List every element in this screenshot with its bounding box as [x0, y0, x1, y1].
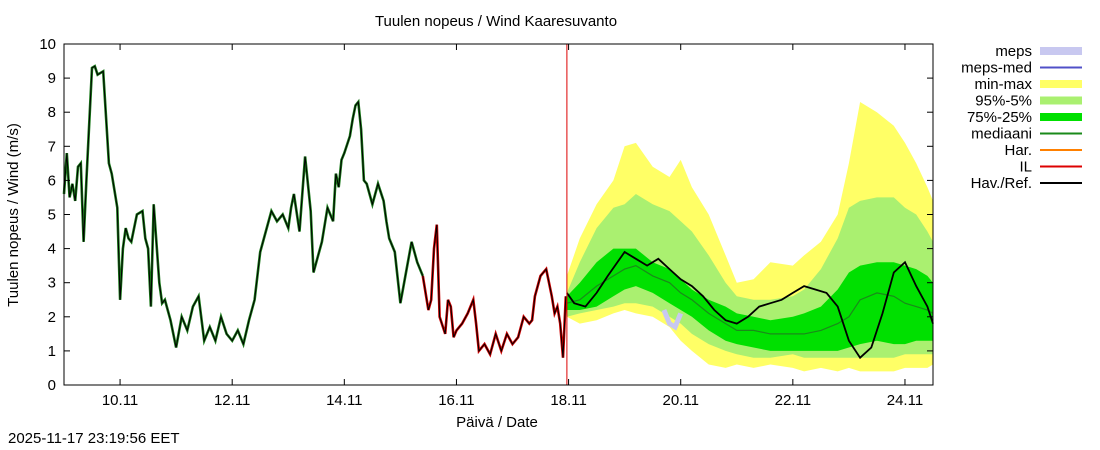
legend-label: IL [1019, 159, 1032, 176]
y-tick-label: 2 [48, 309, 56, 326]
legend-label: meps-med [961, 60, 1032, 77]
y-tick-label: 4 [48, 241, 56, 258]
observed-green-line [62, 64, 425, 349]
x-tick-label: 20.11 [662, 392, 698, 409]
legend-label: meps [995, 43, 1032, 60]
legend-swatch [1040, 96, 1082, 105]
x-tick-label: 14.11 [326, 392, 362, 409]
legend-label: 95%-5% [975, 93, 1032, 110]
axes: 0 1 2 3 4 5 6 7 8 9 10 10.11 12.11 14.11 16.11 18.11 20.… [39, 36, 934, 409]
x-tick-label: 12.11 [214, 392, 250, 409]
y-tick-label: 9 [48, 70, 56, 87]
legend: mepsmeps-medmin-max95%-5%75%-25%mediaani… [961, 43, 1082, 192]
legend-swatch [1040, 113, 1082, 121]
band-75-25 [566, 248, 933, 351]
legend-label: 75%-25% [967, 109, 1032, 126]
series-lines [62, 44, 934, 385]
x-tick-label: 24.11 [887, 392, 923, 409]
observed-green-core [63, 65, 424, 348]
x-tick-label: 22.11 [775, 392, 811, 409]
chart-title: Tuulen nopeus / Wind Kaaresuvanto [375, 13, 617, 30]
legend-label: min-max [974, 76, 1032, 93]
x-tick-label: 16.11 [438, 392, 474, 409]
y-tick-label: 6 [48, 172, 56, 189]
y-tick-label: 3 [48, 275, 56, 292]
y-tick-label: 5 [48, 207, 56, 224]
legend-swatch [1040, 47, 1082, 55]
x-axis-label: Päivä / Date [456, 414, 538, 431]
y-tick-label: 8 [48, 104, 56, 121]
y-tick-label: 1 [48, 343, 56, 360]
x-tick-label: 10.11 [102, 392, 138, 409]
reference-line [566, 250, 934, 360]
legend-label: Har. [1004, 142, 1032, 159]
y-tick-label: 0 [48, 377, 56, 394]
y-axis-label: Tuulen nopeus / Wind (m/s) [5, 123, 22, 307]
legend-label: mediaani [971, 126, 1032, 143]
x-tick-label: 18.11 [550, 392, 586, 409]
timestamp-footer: 2025-11-17 23:19:56 EET [8, 430, 180, 447]
legend-label: Hav./Ref. [971, 175, 1032, 192]
y-tick-label: 10 [39, 36, 56, 53]
observed-red-core [422, 224, 567, 358]
meps-blip [661, 309, 684, 331]
legend-swatch [1040, 80, 1082, 88]
y-tick-label: 7 [48, 138, 56, 155]
